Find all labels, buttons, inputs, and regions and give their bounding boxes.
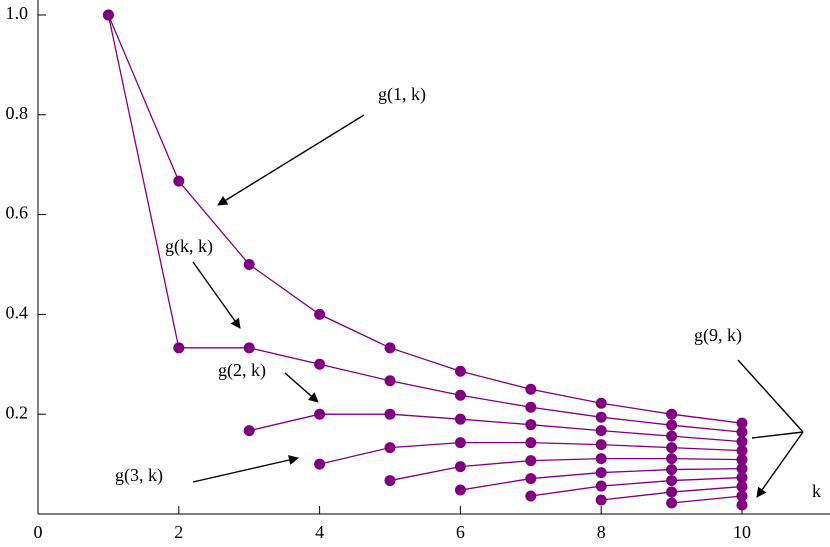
annotation: g(2, k) xyxy=(218,360,266,381)
x-tick-label: 4 xyxy=(315,522,324,542)
data-point xyxy=(102,9,114,21)
data-point xyxy=(666,486,678,498)
data-point xyxy=(454,437,466,449)
data-point xyxy=(314,408,326,420)
data-point xyxy=(525,455,537,467)
series-line xyxy=(107,14,743,433)
data-point xyxy=(243,342,255,354)
series-line xyxy=(249,413,743,443)
y-tick-label: 0.2 xyxy=(6,402,29,422)
arrow xyxy=(192,455,299,483)
data-point xyxy=(736,463,748,475)
annotation: g(k, k) xyxy=(165,236,213,257)
arrow xyxy=(756,431,804,498)
data-point xyxy=(243,258,255,270)
data-point xyxy=(525,419,537,431)
x-tick-label: 10 xyxy=(733,522,751,542)
data-point xyxy=(525,473,537,485)
x-tick-label: 6 xyxy=(456,522,465,542)
arrow xyxy=(192,261,241,329)
arrow xyxy=(217,114,365,206)
data-point xyxy=(736,417,748,429)
data-point xyxy=(666,442,678,454)
data-point xyxy=(666,453,678,465)
data-point xyxy=(666,430,678,442)
annotation: g(1, k) xyxy=(378,84,426,105)
data-point xyxy=(314,358,326,370)
data-point xyxy=(243,425,255,437)
data-point xyxy=(384,375,396,387)
data-point xyxy=(666,475,678,487)
data-point xyxy=(525,490,537,502)
data-point xyxy=(384,408,396,420)
data-point xyxy=(595,494,607,506)
x-tick-label: 2 xyxy=(174,522,183,542)
data-point xyxy=(595,453,607,465)
arrow xyxy=(751,431,804,439)
x-tick-label: 0 xyxy=(34,522,43,542)
data-point xyxy=(314,308,326,320)
data-point xyxy=(384,342,396,354)
data-point xyxy=(314,458,326,470)
data-point xyxy=(736,481,748,493)
data-point xyxy=(736,436,748,448)
data-point xyxy=(736,454,748,466)
y-tick-label: 0.8 xyxy=(6,103,29,123)
arrow xyxy=(284,372,319,403)
x-axis-label: k xyxy=(812,481,821,501)
data-point xyxy=(595,480,607,492)
data-point xyxy=(525,401,537,413)
series-line xyxy=(107,14,743,424)
data-point xyxy=(595,397,607,409)
annotation: g(3, k) xyxy=(115,465,163,486)
arrow xyxy=(737,359,804,433)
data-point xyxy=(384,442,396,454)
data-point xyxy=(525,437,537,449)
data-point xyxy=(666,419,678,431)
y-tick-label: 1.0 xyxy=(6,3,29,23)
y-tick-label: 0.4 xyxy=(6,303,29,323)
data-point xyxy=(736,472,748,484)
data-point xyxy=(454,413,466,425)
x-tick-label: 8 xyxy=(597,522,606,542)
data-point xyxy=(595,425,607,437)
data-point xyxy=(454,365,466,377)
series-line xyxy=(671,495,743,504)
data-point xyxy=(173,342,185,354)
data-point xyxy=(736,445,748,457)
data-point xyxy=(736,426,748,438)
series-line xyxy=(389,457,743,482)
data-point xyxy=(454,389,466,401)
data-point xyxy=(666,408,678,420)
data-point xyxy=(736,490,748,502)
data-point xyxy=(666,464,678,476)
data-point xyxy=(525,383,537,395)
data-point xyxy=(595,467,607,479)
data-point xyxy=(454,461,466,473)
series-line xyxy=(530,476,743,497)
data-point xyxy=(384,475,396,487)
data-point xyxy=(595,411,607,423)
data-point xyxy=(666,497,678,509)
data-point xyxy=(173,175,185,187)
annotation: g(9, k) xyxy=(694,325,742,346)
data-point xyxy=(454,484,466,496)
y-tick-label: 0.6 xyxy=(6,203,29,223)
data-point xyxy=(595,439,607,451)
data-point xyxy=(736,499,748,511)
